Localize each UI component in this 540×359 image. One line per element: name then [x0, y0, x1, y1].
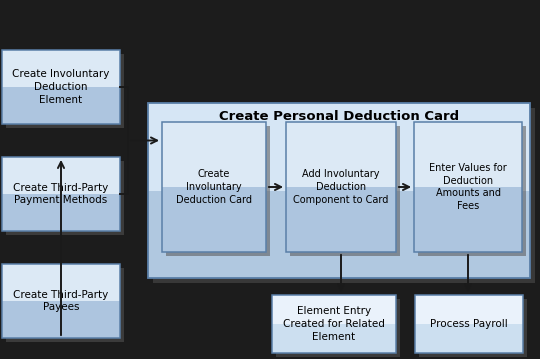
- Text: Enter Values for
Deduction
Amounts and
Fees: Enter Values for Deduction Amounts and F…: [429, 163, 507, 211]
- FancyBboxPatch shape: [286, 187, 396, 252]
- FancyBboxPatch shape: [418, 126, 526, 256]
- FancyBboxPatch shape: [6, 161, 124, 235]
- FancyBboxPatch shape: [2, 50, 120, 87]
- FancyBboxPatch shape: [286, 122, 396, 187]
- FancyBboxPatch shape: [272, 295, 396, 324]
- FancyBboxPatch shape: [6, 54, 124, 128]
- Text: Create Personal Deduction Card: Create Personal Deduction Card: [219, 109, 459, 122]
- FancyBboxPatch shape: [419, 299, 527, 357]
- Text: Create
Involuntary
Deduction Card: Create Involuntary Deduction Card: [176, 169, 252, 205]
- FancyBboxPatch shape: [272, 324, 396, 353]
- FancyBboxPatch shape: [162, 187, 266, 252]
- FancyBboxPatch shape: [162, 122, 266, 187]
- FancyBboxPatch shape: [290, 126, 400, 256]
- FancyBboxPatch shape: [148, 191, 530, 278]
- FancyBboxPatch shape: [166, 126, 270, 256]
- FancyBboxPatch shape: [415, 295, 523, 324]
- FancyBboxPatch shape: [276, 299, 400, 357]
- FancyBboxPatch shape: [2, 87, 120, 124]
- FancyBboxPatch shape: [2, 157, 120, 194]
- Text: Create Third-Party
Payment Methods: Create Third-Party Payment Methods: [14, 183, 109, 205]
- FancyBboxPatch shape: [414, 187, 522, 252]
- Text: Element Entry
Created for Related
Element: Element Entry Created for Related Elemen…: [283, 306, 385, 342]
- Text: Process Payroll: Process Payroll: [430, 319, 508, 329]
- FancyBboxPatch shape: [415, 324, 523, 353]
- FancyBboxPatch shape: [2, 301, 120, 338]
- FancyBboxPatch shape: [2, 194, 120, 231]
- Text: Add Involuntary
Deduction
Component to Card: Add Involuntary Deduction Component to C…: [293, 169, 389, 205]
- FancyBboxPatch shape: [6, 268, 124, 342]
- FancyBboxPatch shape: [2, 264, 120, 301]
- Text: Create Involuntary
Deduction
Element: Create Involuntary Deduction Element: [12, 69, 110, 105]
- FancyBboxPatch shape: [148, 103, 530, 191]
- FancyBboxPatch shape: [414, 122, 522, 187]
- FancyBboxPatch shape: [153, 108, 535, 283]
- Text: Create Third-Party
Payees: Create Third-Party Payees: [14, 290, 109, 312]
